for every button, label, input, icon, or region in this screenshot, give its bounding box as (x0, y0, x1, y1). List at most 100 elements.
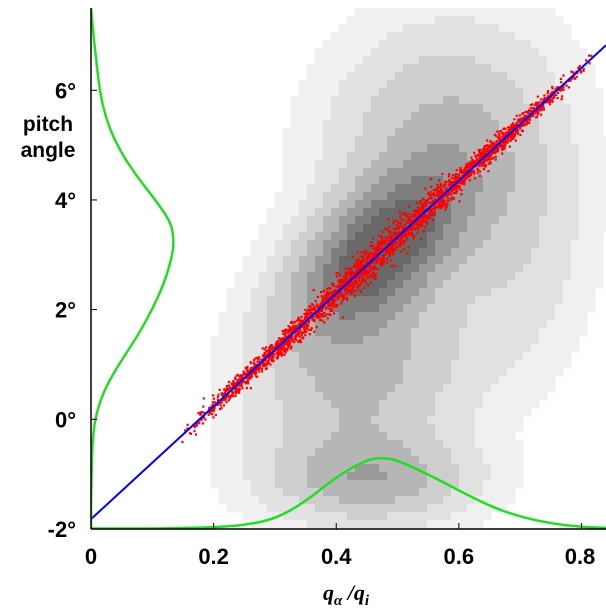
contour-cell-576 (459, 136, 468, 145)
contour-cell-1704 (323, 344, 332, 353)
scatter-point-1843 (364, 250, 367, 253)
scatter-point-1851 (495, 148, 498, 152)
scatter-point-1832 (310, 316, 314, 319)
contour-cell-1571 (371, 320, 380, 329)
scatter-point-751 (330, 307, 333, 310)
contour-cell-2133 (331, 424, 340, 433)
scatter-point-1025 (358, 274, 362, 277)
scatter-point-1 (253, 365, 256, 368)
contour-cell-1434 (387, 296, 396, 305)
scatter-point-397 (335, 275, 339, 278)
contour-cell-1764 (435, 352, 444, 361)
scatter-point-1306 (375, 249, 378, 252)
scatter-point-2293 (338, 287, 341, 290)
contour-cell-2544 (291, 512, 300, 521)
contour-cell-2174 (347, 432, 356, 441)
contour-cell-87 (379, 32, 388, 41)
scatter-point-522 (419, 219, 422, 222)
contour-cell-1295 (387, 272, 396, 281)
contour-cell-954 (499, 208, 508, 217)
scatter-point-817 (211, 403, 214, 406)
contour-cell-2220 (411, 440, 420, 449)
contour-cell-1285 (307, 272, 316, 281)
contour-cell-1344 (411, 280, 420, 289)
contour-cell-1542 (507, 312, 516, 321)
scatter-point-1781 (229, 386, 232, 389)
contour-cell-1581 (451, 320, 460, 329)
contour-cell-2572 (275, 520, 284, 529)
contour-cell-1515 (291, 312, 300, 321)
scatter-point-2242 (238, 387, 241, 390)
contour-cell-342 (475, 88, 484, 97)
contour-cell-2449 (379, 488, 388, 497)
contour-cell-1666 (387, 336, 396, 345)
contour-cell-2490 (411, 496, 420, 505)
scatter-point-1787 (344, 271, 347, 274)
contour-cell-1444 (467, 296, 476, 305)
contour-cell-27 (363, 16, 372, 25)
contour-cell-202 (515, 56, 524, 65)
contour-cell-1759 (395, 352, 404, 361)
contour-cell-962 (563, 208, 572, 217)
contour-cell-601 (331, 144, 340, 153)
scatter-point-1915 (265, 362, 268, 365)
contour-cell-1261 (483, 264, 492, 273)
contour-cell-1521 (339, 312, 348, 321)
contour-cell-2528 (427, 504, 436, 513)
contour-cell-2209 (323, 440, 332, 449)
scatter-point-1394 (329, 303, 332, 306)
contour-cell-1888 (355, 376, 364, 385)
contour-cell-1573 (387, 320, 396, 329)
contour-cell-586 (539, 136, 548, 145)
contour-cell-330 (379, 88, 388, 97)
contour-cell-2001 (235, 400, 244, 409)
contour-cell-1625 (435, 328, 444, 337)
contour-cell-2564 (451, 512, 460, 521)
contour-cell-141 (563, 40, 572, 49)
contour-cell-425 (515, 104, 524, 113)
scatter-point-35 (501, 152, 504, 155)
contour-cell-1887 (347, 376, 356, 385)
contour-cell-688 (371, 160, 380, 169)
scatter-point-464 (423, 209, 426, 212)
scatter-point-1716 (474, 160, 477, 163)
scatter-point-2088 (343, 279, 346, 282)
scatter-point-1467 (220, 392, 223, 395)
scatter-point-2140 (267, 352, 271, 356)
contour-cell-792 (547, 176, 556, 185)
contour-cell-2026 (435, 400, 444, 409)
contour-cell-1141 (595, 240, 604, 249)
contour-cell-317 (571, 80, 580, 89)
scatter-point-1947 (372, 237, 375, 240)
contour-cell-1445 (475, 296, 484, 305)
contour-cell-1108 (331, 240, 340, 249)
contour-cell-1889 (363, 376, 372, 385)
contour-cell-47 (523, 16, 532, 25)
contour-cell-613 (427, 144, 436, 153)
contour-cell-565 (371, 136, 380, 145)
scatter-point-348 (341, 316, 344, 319)
contour-cell-684 (339, 160, 348, 169)
scatter-point-481 (242, 374, 245, 377)
contour-cell-841 (275, 192, 284, 201)
scatter-point-712 (234, 376, 237, 379)
scatter-point-1405 (369, 265, 372, 268)
contour-cell-1354 (491, 280, 500, 289)
scatter-point-1406 (321, 312, 325, 316)
contour-cell-395 (587, 96, 596, 105)
contour-cell-2112 (475, 416, 484, 425)
scatter-point-800 (317, 310, 320, 314)
contour-cell-2393 (235, 480, 244, 489)
contour-cell-1435 (395, 296, 404, 305)
contour-cell-1881 (299, 376, 308, 385)
scatter-point-2113 (391, 238, 395, 241)
contour-cell-1543 (515, 312, 524, 321)
contour-cell-2325 (315, 464, 324, 473)
scatter-point-1246 (421, 203, 425, 206)
contour-cell-754 (571, 168, 580, 177)
contour-cell-1037 (467, 224, 476, 233)
contour-cell-1578 (427, 320, 436, 329)
scatter-point-2092 (457, 175, 460, 178)
contour-cell-1886 (339, 376, 348, 385)
